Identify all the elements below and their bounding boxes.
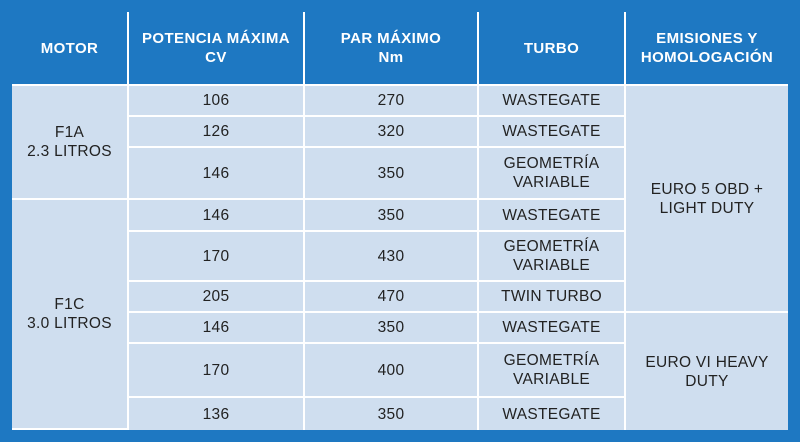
turbo-cell: TWIN TURBO xyxy=(479,282,626,313)
engine-displacement: 3.0 LITROS xyxy=(27,315,112,332)
par-cell: 320 xyxy=(305,117,479,148)
potencia-cell: 106 xyxy=(129,86,305,117)
turbo-cell: GEOMETRÍA VARIABLE xyxy=(479,344,626,398)
potencia-cell: 126 xyxy=(129,117,305,148)
potencia-cell: 136 xyxy=(129,398,305,430)
potencia-cell: 146 xyxy=(129,313,305,344)
turbo-line2: VARIABLE xyxy=(512,174,591,191)
turbo-line2: VARIABLE xyxy=(512,371,591,388)
header-turbo-label: TURBO xyxy=(523,39,580,57)
turbo-line1: WASTEGATE xyxy=(502,319,601,336)
header-row: MOTOR POTENCIA MÁXIMA CV PAR MÁXIMO Nm T… xyxy=(12,12,788,86)
emissions-line2: DUTY xyxy=(685,372,729,390)
turbo-line1: WASTEGATE xyxy=(502,123,601,140)
header-emisiones: EMISIONES Y HOMOLOGACIÓN xyxy=(626,12,788,86)
table-row: 136 350 WASTEGATE xyxy=(12,398,788,430)
turbo-line1: TWIN TURBO xyxy=(501,288,602,305)
par-cell: 350 xyxy=(305,398,479,430)
engine-cell-f1a: F1A 2.3 LITROS xyxy=(12,86,129,200)
engine-name: F1A xyxy=(54,124,85,141)
table-row: 170 400 GEOMETRÍA VARIABLE xyxy=(12,344,788,398)
turbo-line1: GEOMETRÍA xyxy=(503,155,600,172)
header-par-line1: PAR MÁXIMO xyxy=(340,30,442,47)
table-row: 205 470 TWIN TURBO xyxy=(12,282,788,313)
turbo-line1: WASTEGATE xyxy=(502,206,601,224)
turbo-line1: WASTEGATE xyxy=(502,405,601,423)
emissions-cell-euro5: EURO 5 OBD + LIGHT DUTY xyxy=(626,86,788,313)
turbo-cell: WASTEGATE xyxy=(479,200,626,232)
turbo-cell: GEOMETRÍA VARIABLE xyxy=(479,232,626,282)
header-motor: MOTOR xyxy=(12,12,129,86)
potencia-cell: 146 xyxy=(129,148,305,200)
table-row: 126 320 WASTEGATE xyxy=(12,117,788,148)
par-cell: 350 xyxy=(305,148,479,200)
emissions-cell-euro6: EURO VI HEAVY DUTY xyxy=(626,313,788,430)
header-par-line2: Nm xyxy=(378,49,404,66)
emissions-line1: EURO 5 OBD + xyxy=(650,180,764,198)
potencia-cell: 205 xyxy=(129,282,305,313)
table-row: 146 350 GEOMETRÍA VARIABLE xyxy=(12,148,788,200)
par-cell: 400 xyxy=(305,344,479,398)
header-motor-label: MOTOR xyxy=(40,39,99,57)
par-cell: 430 xyxy=(305,232,479,282)
emissions-line2: LIGHT DUTY xyxy=(659,199,755,217)
table-row: 170 430 GEOMETRÍA VARIABLE xyxy=(12,232,788,282)
header-potencia-line2: CV xyxy=(205,49,227,66)
turbo-cell: WASTEGATE xyxy=(479,398,626,430)
turbo-cell: WASTEGATE xyxy=(479,117,626,148)
turbo-line1: GEOMETRÍA xyxy=(503,238,600,255)
table-row: F1C 3.0 LITROS 146 350 WASTEGATE xyxy=(12,200,788,430)
par-cell: 350 xyxy=(305,200,479,232)
engine-cell-f1c: F1C 3.0 LITROS xyxy=(12,200,129,430)
turbo-cell: WASTEGATE xyxy=(479,313,626,344)
emissions-line1: EURO VI HEAVY xyxy=(645,353,769,371)
par-cell: 350 xyxy=(305,313,479,344)
header-emisiones-line2: HOMOLOGACIÓN xyxy=(640,49,774,66)
par-cell: 470 xyxy=(305,282,479,313)
header-emisiones-line1: EMISIONES Y xyxy=(656,30,758,47)
par-cell: 270 xyxy=(305,86,479,117)
header-par: PAR MÁXIMO Nm xyxy=(305,12,479,86)
table-row: F1A 2.3 LITROS 106 270 WASTEGATE EURO 5 … xyxy=(12,86,788,313)
table-row: 146 350 WASTEGATE EURO VI HEAVY DUTY xyxy=(12,313,788,430)
header-turbo: TURBO xyxy=(479,12,626,86)
turbo-line1: GEOMETRÍA xyxy=(503,352,600,369)
turbo-cell: GEOMETRÍA VARIABLE xyxy=(479,148,626,200)
turbo-line2: VARIABLE xyxy=(512,257,591,274)
turbo-cell: WASTEGATE xyxy=(479,86,626,117)
header-potencia: POTENCIA MÁXIMA CV xyxy=(129,12,305,86)
potencia-cell: 170 xyxy=(129,344,305,398)
turbo-line1: WASTEGATE xyxy=(502,92,601,109)
potencia-cell: 170 xyxy=(129,232,305,282)
header-potencia-line1: POTENCIA MÁXIMA xyxy=(142,30,290,47)
engine-name: F1C xyxy=(54,296,85,313)
engine-spec-table: MOTOR POTENCIA MÁXIMA CV PAR MÁXIMO Nm T… xyxy=(12,12,788,430)
engine-displacement: 2.3 LITROS xyxy=(27,143,112,160)
potencia-cell: 146 xyxy=(129,200,305,232)
